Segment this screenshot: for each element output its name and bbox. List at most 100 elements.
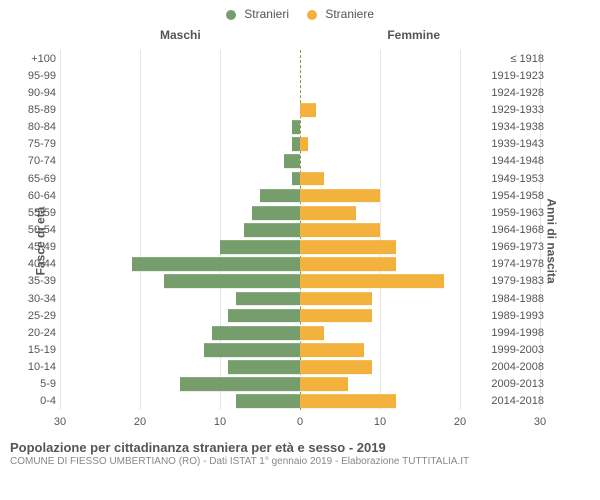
pyramid-row: 70-741944-1948 (60, 153, 540, 170)
female-bar (300, 326, 324, 340)
pyramid-row: 50-541964-1968 (60, 221, 540, 238)
female-bar (300, 377, 348, 391)
legend-female-label: Straniere (325, 7, 374, 21)
pyramid-row: 40-441974-1978 (60, 256, 540, 273)
male-bar (212, 326, 300, 340)
birth-year-label: 1959-1963 (491, 207, 544, 219)
female-bar (300, 292, 372, 306)
male-bar (204, 343, 300, 357)
x-tick-label: 10 (214, 416, 226, 428)
female-bar-track (300, 206, 356, 220)
female-bar-track (300, 189, 380, 203)
female-bar-track (300, 103, 316, 117)
birth-year-label: 1969-1973 (491, 241, 544, 253)
male-bar-track (236, 292, 300, 306)
male-bar (236, 292, 300, 306)
legend-item-female: Straniere (307, 7, 374, 21)
male-bar-track (228, 309, 300, 323)
birth-year-label: 1984-1988 (491, 293, 544, 305)
male-bar-track (292, 137, 300, 151)
pyramid-row: 65-691949-1953 (60, 170, 540, 187)
male-bar-track (236, 395, 300, 409)
pyramid-row: 100+≤ 1918 (60, 50, 540, 67)
birth-year-label: 1919-1923 (491, 70, 544, 82)
column-headers: Maschi Femmine (0, 28, 600, 46)
birth-year-label: 1939-1943 (491, 138, 544, 150)
female-bar (300, 240, 396, 254)
population-pyramid-chart: Fasce di età Anni di nascita 30201001020… (0, 46, 600, 436)
female-bar-track (300, 292, 372, 306)
birth-year-label: 1999-2003 (491, 344, 544, 356)
birth-year-label: 1924-1928 (491, 87, 544, 99)
birth-year-label: 1944-1948 (491, 155, 544, 167)
x-tick-label: 30 (54, 416, 66, 428)
birth-year-label: 2014-2018 (491, 395, 544, 407)
female-bar (300, 309, 372, 323)
male-bar-track (228, 360, 300, 374)
male-bar-track (180, 377, 300, 391)
female-bar-track (300, 395, 396, 409)
pyramid-row: 75-791939-1943 (60, 136, 540, 153)
legend-male-label: Stranieri (244, 7, 289, 21)
female-bar (300, 257, 396, 271)
female-bar-track (300, 240, 396, 254)
male-bar (292, 172, 300, 186)
pyramid-row: 90-941924-1928 (60, 84, 540, 101)
female-bar-track (300, 223, 380, 237)
male-bar (292, 120, 300, 134)
female-bar-track (300, 137, 308, 151)
birth-year-label: 1994-1998 (491, 327, 544, 339)
male-bar (292, 137, 300, 151)
male-bar (284, 155, 300, 169)
male-bar (180, 377, 300, 391)
x-tick-label: 0 (297, 416, 303, 428)
pyramid-row: 55-591959-1963 (60, 204, 540, 221)
caption-subtitle: COMUNE DI FIESSO UMBERTIANO (RO) - Dati … (10, 456, 590, 469)
x-tick-label: 20 (454, 416, 466, 428)
pyramid-row: 35-391979-1983 (60, 273, 540, 290)
male-bar (220, 240, 300, 254)
male-bar-track (244, 223, 300, 237)
male-bar (236, 395, 300, 409)
chart-caption: Popolazione per cittadinanza straniera p… (0, 436, 600, 469)
male-bar (244, 223, 300, 237)
birth-year-label: 1934-1938 (491, 121, 544, 133)
x-tick-label: 10 (374, 416, 386, 428)
male-bar-track (212, 326, 300, 340)
male-bar-track (292, 120, 300, 134)
male-bar (228, 309, 300, 323)
birth-year-label: 1949-1953 (491, 173, 544, 185)
male-bar-track (292, 172, 300, 186)
birth-year-label: 1974-1978 (491, 258, 544, 270)
female-bar-track (300, 343, 364, 357)
female-bar-track (300, 172, 324, 186)
male-bar (260, 189, 300, 203)
female-bar-track (300, 257, 396, 271)
pyramid-row: 5-92009-2013 (60, 376, 540, 393)
birth-year-label: 2004-2008 (491, 361, 544, 373)
pyramid-row: 45-491969-1973 (60, 239, 540, 256)
female-swatch (307, 10, 317, 20)
male-bar-track (260, 189, 300, 203)
male-bar-track (204, 343, 300, 357)
pyramid-row: 15-191999-2003 (60, 341, 540, 358)
pyramid-row: 80-841934-1938 (60, 119, 540, 136)
birth-year-label: 1954-1958 (491, 190, 544, 202)
male-bar-track (284, 155, 300, 169)
male-bar-track (252, 206, 300, 220)
female-bar (300, 275, 444, 289)
female-bar (300, 360, 372, 374)
header-female: Femmine (387, 28, 440, 42)
birth-year-label: 1964-1968 (491, 224, 544, 236)
female-bar (300, 137, 308, 151)
female-bar (300, 103, 316, 117)
male-bar (164, 275, 300, 289)
x-tick-label: 20 (134, 416, 146, 428)
plot-area: 3020100102030100+≤ 191895-991919-192390-… (60, 50, 540, 410)
female-bar-track (300, 360, 372, 374)
female-bar (300, 343, 364, 357)
female-bar (300, 206, 356, 220)
pyramid-row: 95-991919-1923 (60, 67, 540, 84)
female-bar (300, 172, 324, 186)
pyramid-row: 0-42014-2018 (60, 393, 540, 410)
